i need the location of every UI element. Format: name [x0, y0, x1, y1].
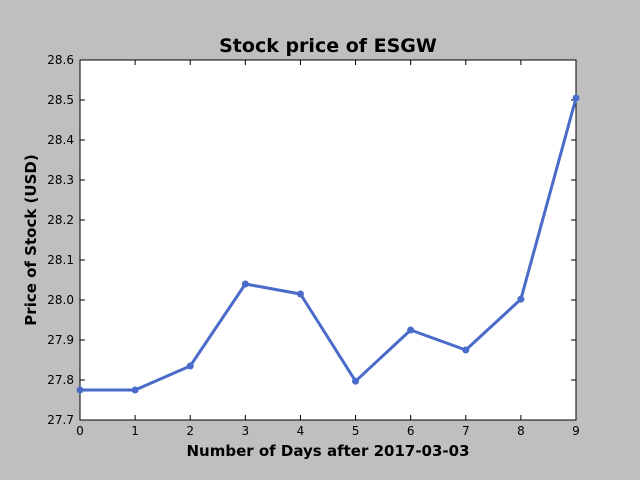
y-tick-label: 27.7: [47, 413, 74, 427]
series-group: [76, 94, 580, 394]
data-point: [462, 346, 470, 354]
x-tick-label: 9: [572, 424, 580, 438]
x-tick-label: 3: [242, 424, 250, 438]
data-point: [131, 386, 139, 394]
y-tick-label: 28.5: [47, 93, 74, 107]
x-tick-label: 8: [517, 424, 525, 438]
data-point: [572, 94, 580, 102]
x-axis-label: Number of Days after 2017-03-03: [186, 442, 469, 460]
y-tick-label: 27.9: [47, 333, 74, 347]
x-axis: 0 1 2 3 4 5 6 7 8 9: [76, 60, 580, 438]
x-tick-label: 6: [407, 424, 415, 438]
plot-area: [79, 59, 577, 421]
x-tick-label: 7: [462, 424, 470, 438]
y-tick-label: 28.6: [47, 53, 74, 67]
y-tick-label: 28.3: [47, 173, 74, 187]
data-point: [186, 362, 194, 370]
x-tick-label: 5: [352, 424, 360, 438]
data-point: [352, 377, 360, 385]
data-point: [517, 295, 525, 303]
data-point: [407, 326, 415, 334]
data-point: [241, 280, 249, 288]
x-tick-label: 2: [186, 424, 194, 438]
data-point: [296, 290, 304, 298]
y-tick-label: 28.4: [47, 133, 74, 147]
data-point: [76, 386, 84, 394]
y-tick-label: 27.8: [47, 373, 74, 387]
x-tick-label: 0: [76, 424, 84, 438]
y-axis: 27.7 27.8 27.9 28.0 28.1 28.2 28.3 28.4 28.5 28.6: [47, 53, 576, 427]
y-tick-label: 28.1: [47, 253, 74, 267]
x-tick-label: 1: [131, 424, 139, 438]
y-tick-label: 28.2: [47, 213, 74, 227]
chart-title: Stock price of ESGW: [219, 35, 437, 57]
y-axis-label: Price of Stock (USD): [22, 154, 40, 325]
x-tick-label: 4: [297, 424, 305, 438]
series-line: [80, 97, 578, 392]
y-tick-label: 28.0: [47, 293, 74, 307]
